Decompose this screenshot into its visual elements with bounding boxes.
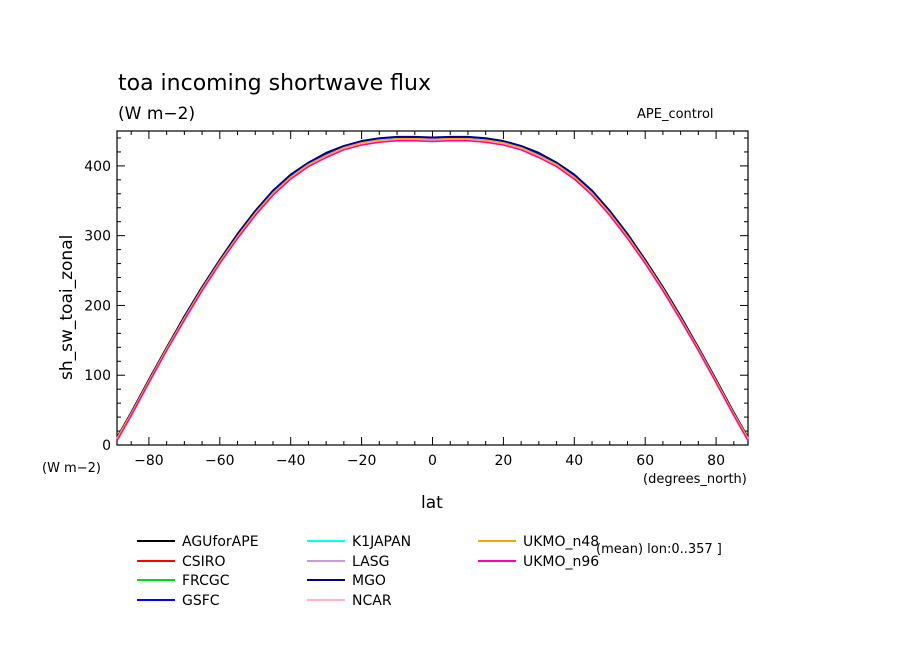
experiment-label: APE_control <box>637 107 714 122</box>
legend: AGUforAPE CSIRO FRCGC GSFC K1JAPAN LASG MGO NCA… <box>137 534 599 609</box>
series-line-ncar <box>116 138 749 440</box>
y-axis-label: sh_sw_toai_zonal <box>57 235 77 380</box>
series-line-frcgc <box>116 137 749 439</box>
legend-label: MGO <box>352 573 386 589</box>
axis-ticks: −80 −60 −40 −20 0 20 40 60 80 0 100 200 300 400 <box>84 131 748 469</box>
legend-label: K1JAPAN <box>352 534 411 550</box>
series-line-aguforape <box>116 136 749 438</box>
x-tick-label: −20 <box>347 453 377 469</box>
averaging-note: (mean) lon:0..357 ] <box>596 542 722 557</box>
series-line-ukmo_n48 <box>116 137 749 439</box>
y-axis-units: (W m−2) <box>42 461 101 476</box>
x-tick-label: 20 <box>494 453 512 469</box>
legend-label: NCAR <box>352 593 392 609</box>
y-tick-label: 100 <box>84 368 111 384</box>
y-tick-label: 0 <box>102 438 111 454</box>
series-line-lasg <box>116 138 749 440</box>
legend-label: FRCGC <box>182 573 230 589</box>
series-line-k1japan <box>116 137 749 439</box>
legend-label: CSIRO <box>182 554 226 570</box>
x-axis-label: lat <box>421 493 443 513</box>
x-tick-label: 80 <box>707 453 725 469</box>
series-line-ukmo_n96 <box>116 140 749 442</box>
series-line-csiro <box>116 139 749 440</box>
chart-units: (W m−2) <box>118 104 195 124</box>
x-tick-label: −40 <box>276 453 306 469</box>
plot-area: −80 −60 −40 −20 0 20 40 60 80 0 100 200 300 400 <box>84 130 749 469</box>
y-tick-label: 400 <box>84 159 111 175</box>
series-lines <box>116 135 749 442</box>
legend-label: LASG <box>352 554 389 570</box>
legend-label: UKMO_n96 <box>523 554 599 570</box>
x-tick-label: 40 <box>565 453 583 469</box>
series-line-gsfc <box>116 137 749 439</box>
series-line-mgo <box>116 135 749 438</box>
legend-label: GSFC <box>182 593 220 609</box>
legend-label: UKMO_n48 <box>523 534 599 550</box>
x-tick-label: 60 <box>636 453 654 469</box>
plot-frame <box>116 130 749 446</box>
y-tick-label: 200 <box>84 298 111 314</box>
legend-label: AGUforAPE <box>182 534 259 550</box>
chart-title: toa incoming shortwave flux <box>118 71 431 96</box>
x-tick-label: 0 <box>428 453 437 469</box>
x-tick-label: −80 <box>134 453 164 469</box>
y-tick-label: 300 <box>84 229 111 245</box>
x-tick-label: −60 <box>205 453 235 469</box>
x-axis-units: (degrees_north) <box>643 472 747 487</box>
